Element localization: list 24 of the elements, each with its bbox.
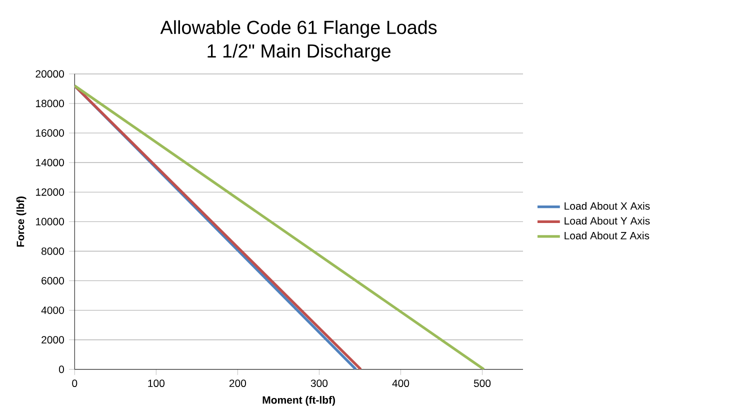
x-tick-label: 100 bbox=[148, 380, 164, 388]
x-tick-label: 400 bbox=[392, 380, 410, 388]
chart-subtitle: 1 1/2" Main Discharge bbox=[208, 44, 391, 62]
y-tick-label: 18000 bbox=[36, 100, 64, 108]
x-axis-title: Moment (ft-lbf) bbox=[262, 396, 335, 406]
y-tick-label: 14000 bbox=[36, 158, 64, 166]
y-axis-title: Force (lbf) bbox=[16, 196, 26, 247]
x-tick-label: 300 bbox=[310, 380, 328, 388]
y-tick-label: 2000 bbox=[42, 336, 64, 344]
legend-label: Load About Y Axis bbox=[564, 216, 650, 225]
legend-label: Load About X Axis bbox=[564, 202, 650, 210]
x-tick-label: 500 bbox=[474, 380, 491, 388]
y-tick-label: 12000 bbox=[36, 188, 64, 196]
y-tick-label: 16000 bbox=[36, 129, 64, 137]
y-tick-label: 10000 bbox=[36, 218, 64, 226]
x-tick-label: 200 bbox=[229, 380, 246, 388]
y-tick-label: 20000 bbox=[36, 70, 64, 78]
y-tick-label: 4000 bbox=[41, 306, 64, 314]
y-tick-label: 8000 bbox=[42, 248, 64, 255]
x-tick-label: 0 bbox=[72, 380, 78, 388]
y-tick-label: 0 bbox=[58, 366, 64, 374]
legend-label: Load About Z Axis bbox=[564, 232, 650, 240]
y-tick-label: 6000 bbox=[42, 277, 64, 285]
chart-title: Allowable Code 61 Flange Loads bbox=[160, 20, 437, 38]
